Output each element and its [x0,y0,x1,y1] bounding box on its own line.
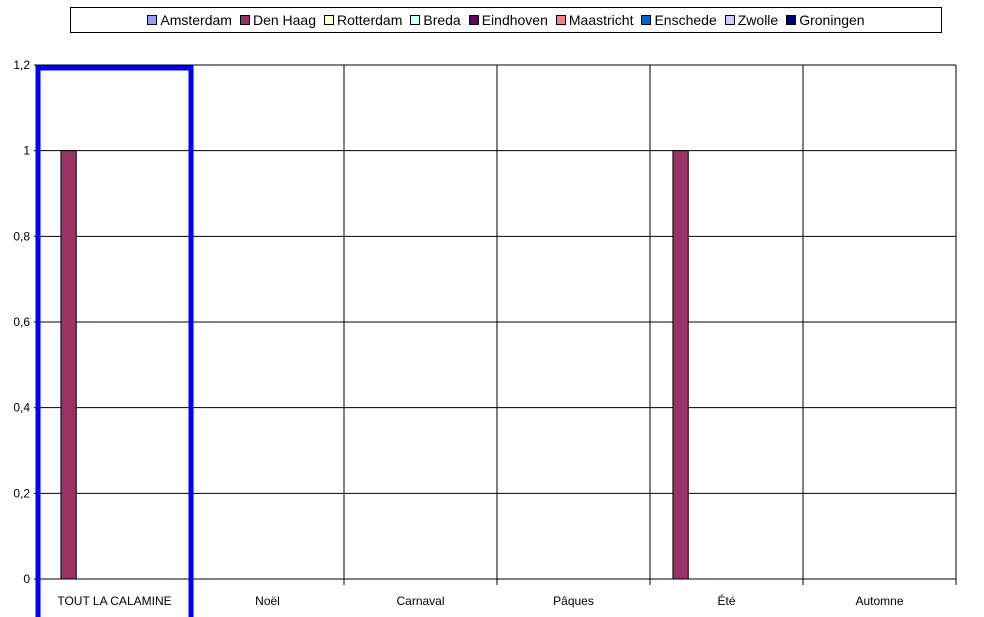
legend-label: Zwolle [737,12,779,28]
legend-label: Enschede [654,12,717,28]
x-category-label: Été [717,593,735,608]
legend-item: Breda [410,12,461,28]
legend-item: Zwolle [724,12,779,28]
legend-item: Maastricht [555,12,634,28]
bars [60,150,689,580]
legend-label: Den Haag [252,12,316,28]
gridlines [37,64,957,585]
selection-highlight [35,65,194,617]
legend-label: Breda [423,12,461,28]
y-tick-label: 0,6 [13,315,30,329]
y-tick-label: 0,2 [13,486,30,500]
x-category-label: Automne [855,594,903,608]
legend-label: Maastricht [568,12,634,28]
legend-swatch [147,15,158,25]
legend-swatch [239,15,250,25]
bar [672,150,689,580]
legend-label: Amsterdam [160,12,232,28]
y-tick-label: 0,8 [13,229,30,243]
y-tick-label: 1 [23,144,30,158]
x-category-label: Noël [255,594,280,608]
legend-item: Den Haag [239,12,316,28]
x-category-label: TOUT LA CALAMINE [57,594,171,608]
legend-swatch [468,15,479,25]
legend-swatch [555,15,566,25]
legend-label: Groningen [799,12,865,28]
x-category-label: Carnaval [396,594,444,608]
tick-labels: 0 0,2 0,4 0,6 0,8 1 1,2 TOUT LA CALAMINE Noël Car… [13,58,904,608]
bar [60,150,77,580]
category-highlight-box [35,65,194,617]
y-tick-label: 0 [23,572,30,586]
legend-label: Eindhoven [481,12,548,28]
chart-legend: Amsterdam Den Haag Rotterdam Breda Eindhoven… [70,7,942,33]
legend-label: Rotterdam [337,12,403,28]
legend-swatch [724,15,735,25]
legend-item: Eindhoven [468,12,548,28]
y-tick-label: 1,2 [13,58,30,72]
legend-item: Enschede [641,12,717,28]
x-category-label: Pâques [553,594,594,608]
legend-swatch [641,15,652,25]
y-tick-label: 0,4 [13,401,30,415]
legend-swatch [410,15,421,25]
legend-swatch [324,15,334,25]
legend-item: Amsterdam [147,12,232,28]
legend-item: Groningen [786,12,865,28]
legend-item: Rotterdam [324,12,402,28]
legend-swatch [786,15,797,25]
